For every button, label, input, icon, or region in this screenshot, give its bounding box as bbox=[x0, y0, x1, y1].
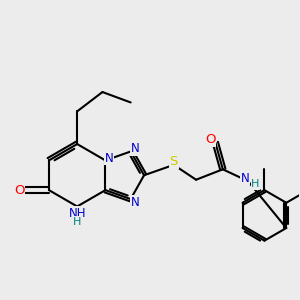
Text: H: H bbox=[251, 179, 260, 189]
Text: H: H bbox=[73, 217, 81, 227]
Text: O: O bbox=[205, 133, 215, 146]
Text: N: N bbox=[131, 196, 140, 208]
Text: N: N bbox=[241, 172, 250, 185]
Text: NH: NH bbox=[68, 206, 86, 220]
Text: N: N bbox=[105, 152, 113, 164]
Text: O: O bbox=[14, 184, 25, 196]
Text: S: S bbox=[169, 155, 178, 168]
Text: N: N bbox=[131, 142, 140, 155]
